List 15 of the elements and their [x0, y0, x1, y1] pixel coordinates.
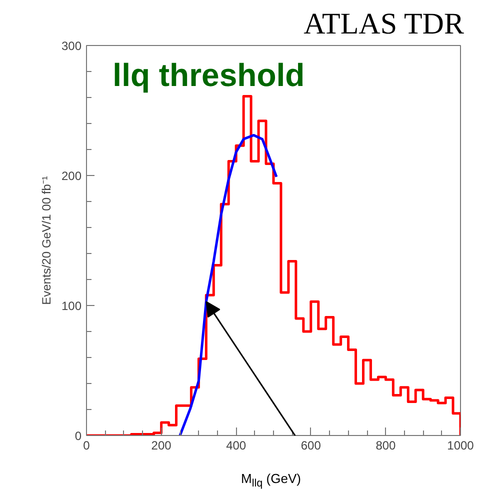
x-tick-label: 600	[300, 438, 322, 452]
x-axis-title: M$_{llq}$ (GeV)	[241, 470, 301, 492]
y-tick-label: 100	[61, 299, 82, 313]
y-tick-label: 0	[74, 429, 82, 443]
x-tick-label: 400	[226, 438, 246, 452]
text: ATLAS TDR	[304, 8, 464, 40]
y-axis-title: Events/20 GeV/1 00 fb⁻¹	[39, 176, 54, 305]
x-tick-label: 0	[83, 438, 90, 452]
x-tick-label: 200	[151, 438, 172, 452]
y-tick-label: 300	[61, 39, 82, 53]
x-tick-label: 800	[376, 438, 396, 452]
y-tick-label: 200	[61, 169, 82, 183]
x-tick-label: 1000	[447, 438, 474, 452]
line-series	[178, 134, 278, 436]
chart-title: llq threshold	[112, 57, 305, 94]
